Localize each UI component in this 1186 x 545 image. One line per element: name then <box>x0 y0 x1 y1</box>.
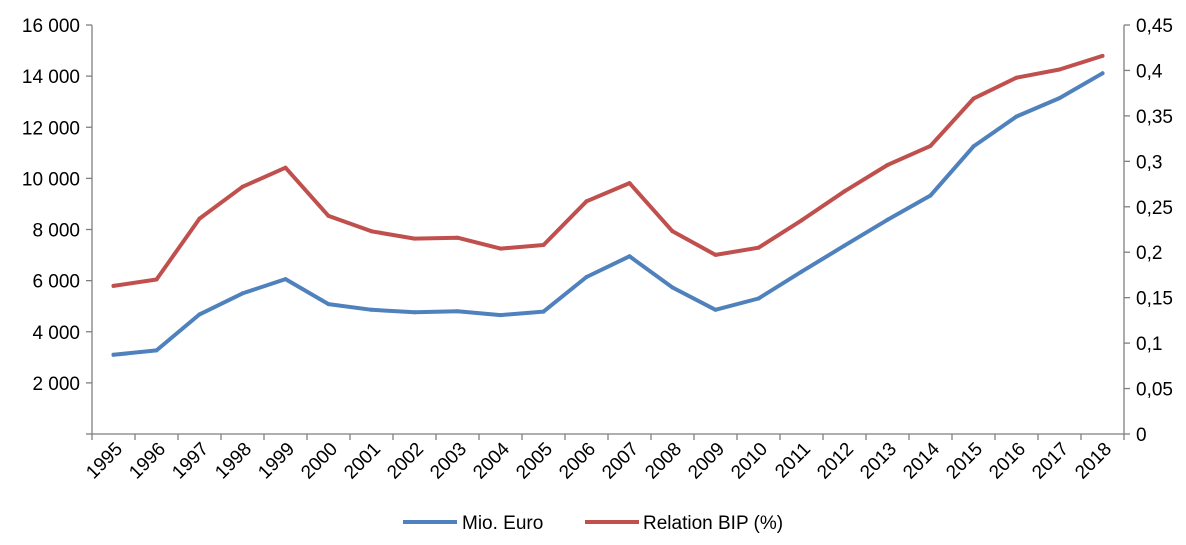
data-point-relation-bip <box>713 252 718 257</box>
right-y-tick-label: 0 <box>1136 425 1147 446</box>
data-point-relation-bip <box>1100 53 1105 58</box>
x-tick-label: 2007 <box>598 439 643 484</box>
left-y-tick-label: 14 000 <box>22 67 80 88</box>
left-y-tick-label: 12 000 <box>22 118 80 139</box>
left-y-tick-label: 4 000 <box>32 323 80 344</box>
x-tick-label: 2009 <box>684 439 729 484</box>
data-point-relation-bip <box>799 218 804 223</box>
data-point-mio-euro <box>713 307 718 312</box>
series-line-relation-bip <box>111 53 1105 288</box>
data-point-relation-bip <box>928 143 933 148</box>
data-point-relation-bip <box>197 216 202 221</box>
data-point-mio-euro <box>326 302 331 307</box>
data-point-mio-euro <box>541 309 546 314</box>
x-tick-label: 2003 <box>426 439 471 484</box>
left-y-tick-label: 2 000 <box>32 374 80 395</box>
data-point-relation-bip <box>756 245 761 250</box>
legend-label-mio-euro: Mio. Euro <box>462 513 543 534</box>
data-point-relation-bip <box>498 246 503 251</box>
data-point-mio-euro <box>412 310 417 315</box>
data-point-relation-bip <box>584 199 589 204</box>
data-point-relation-bip <box>670 229 675 234</box>
legend: Mio. Euro Relation BIP (%) <box>403 513 783 534</box>
data-point-relation-bip <box>412 236 417 241</box>
x-tick-label: 2002 <box>383 439 428 484</box>
x-tick-label: 2014 <box>899 438 944 483</box>
data-point-mio-euro <box>455 309 460 314</box>
x-tick-label: 2015 <box>942 439 987 484</box>
x-tick-label: 2001 <box>340 439 385 484</box>
right-y-tick-label: 0,2 <box>1136 243 1162 264</box>
data-point-mio-euro <box>584 275 589 279</box>
data-point-mio-euro <box>154 348 159 353</box>
left-y-tick-label: 10 000 <box>22 169 80 190</box>
legend-label-relation-bip: Relation BIP (%) <box>643 513 783 534</box>
x-tick-label: 2013 <box>856 439 901 484</box>
right-y-tick-label: 0,15 <box>1136 289 1173 310</box>
data-point-mio-euro <box>369 307 374 312</box>
data-point-relation-bip <box>541 243 546 247</box>
x-tick-label: 2010 <box>727 439 772 484</box>
data-point-relation-bip <box>369 229 374 234</box>
data-point-relation-bip <box>1057 67 1062 72</box>
data-point-mio-euro <box>1100 71 1105 76</box>
data-point-mio-euro <box>1014 114 1019 119</box>
right-y-tick-label: 0,35 <box>1136 107 1173 128</box>
data-point-mio-euro <box>971 144 976 149</box>
x-tick-label: 2018 <box>1071 439 1116 484</box>
data-point-mio-euro <box>670 285 675 290</box>
left-y-tick-label: 8 000 <box>32 221 80 242</box>
x-tick-label: 2016 <box>985 439 1030 484</box>
data-point-relation-bip <box>842 189 847 194</box>
x-tick-label: 1996 <box>125 439 170 484</box>
x-tick-label: 2006 <box>555 439 600 484</box>
data-point-mio-euro <box>799 269 804 274</box>
x-tick-label: 2012 <box>813 439 858 484</box>
data-point-mio-euro <box>756 296 761 301</box>
data-point-mio-euro <box>197 312 202 317</box>
data-point-mio-euro <box>240 291 245 296</box>
left-y-tick-label: 6 000 <box>32 272 80 293</box>
data-point-mio-euro <box>842 243 847 248</box>
right-y-tick-label: 0,3 <box>1136 152 1162 173</box>
data-point-relation-bip <box>455 235 460 240</box>
data-point-mio-euro <box>1057 96 1062 101</box>
right-y-tick-label: 0,25 <box>1136 198 1173 219</box>
data-point-mio-euro <box>498 313 503 318</box>
right-y-tick-label: 0,1 <box>1136 334 1162 355</box>
data-point-relation-bip <box>111 283 116 288</box>
x-tick-label: 2008 <box>641 439 686 484</box>
data-point-mio-euro <box>111 352 116 357</box>
data-point-relation-bip <box>326 213 331 218</box>
x-tick-label: 2004 <box>469 438 514 483</box>
x-tick-label: 1999 <box>254 439 299 484</box>
x-tick-label: 1998 <box>211 439 256 484</box>
series-layer <box>111 53 1105 357</box>
x-tick-label: 1997 <box>168 439 213 484</box>
x-tick-label: 2017 <box>1028 439 1073 484</box>
data-point-mio-euro <box>885 217 890 222</box>
data-point-relation-bip <box>971 96 976 101</box>
data-point-relation-bip <box>885 163 890 167</box>
x-tick-label: 2000 <box>297 439 342 484</box>
x-tick-label: 1995 <box>82 439 127 484</box>
series-line-mio-euro <box>111 71 1105 357</box>
data-point-relation-bip <box>154 277 159 282</box>
data-point-mio-euro <box>627 254 632 259</box>
data-point-relation-bip <box>283 165 288 170</box>
data-point-mio-euro <box>928 193 933 198</box>
data-point-relation-bip <box>627 181 632 186</box>
x-tick-label: 2005 <box>512 439 557 484</box>
data-point-relation-bip <box>240 184 245 189</box>
left-y-tick-label: 16 000 <box>22 16 80 37</box>
x-tick-label: 2011 <box>771 439 815 483</box>
right-y-tick-label: 0,05 <box>1136 380 1173 401</box>
data-point-mio-euro <box>283 277 288 282</box>
right-y-tick-label: 0,45 <box>1136 16 1173 37</box>
right-y-tick-label: 0,4 <box>1136 61 1163 82</box>
data-point-relation-bip <box>1014 75 1019 80</box>
